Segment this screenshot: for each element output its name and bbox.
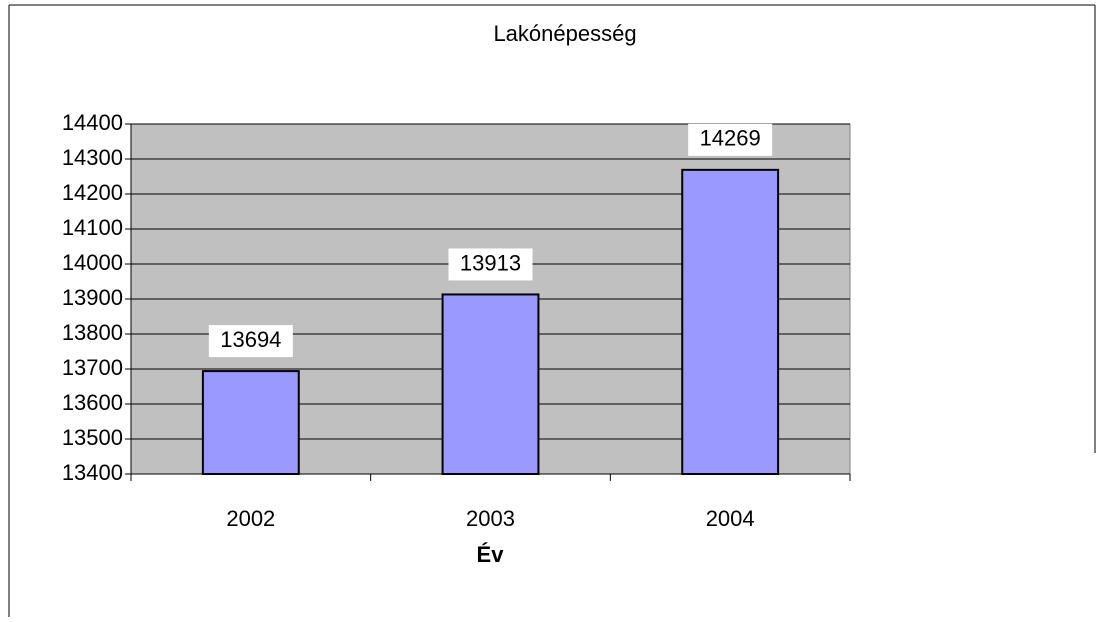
y-tick-label: 13900: [62, 285, 123, 310]
data-label-bg: [208, 325, 293, 358]
y-tick-label: 13400: [62, 460, 123, 485]
data-label: 13694: [220, 327, 281, 352]
y-tick-label: 13600: [62, 390, 123, 415]
y-tick-label: 14400: [62, 110, 123, 135]
y-tick-label: 13800: [62, 320, 123, 345]
y-tick-label: 13500: [62, 425, 123, 450]
y-tick-label: 14100: [62, 215, 123, 240]
data-label: 14269: [700, 126, 761, 151]
x-axis-title: Év: [477, 542, 505, 567]
x-tick-label: 2004: [706, 506, 755, 531]
y-tick-label: 14300: [62, 145, 123, 170]
x-tick-label: 2003: [466, 506, 515, 531]
chart-title: Lakónépesség: [493, 21, 636, 46]
y-tick-label: 14000: [62, 250, 123, 275]
y-tick-label: 13700: [62, 355, 123, 380]
bar: [441, 293, 540, 476]
bar: [681, 168, 780, 475]
x-tick-label: 2002: [226, 506, 275, 531]
data-label: 13913: [460, 250, 521, 275]
bar: [201, 370, 300, 476]
data-label-bg: [688, 123, 773, 156]
data-label-bg: [448, 248, 533, 281]
y-tick-label: 14200: [62, 180, 123, 205]
